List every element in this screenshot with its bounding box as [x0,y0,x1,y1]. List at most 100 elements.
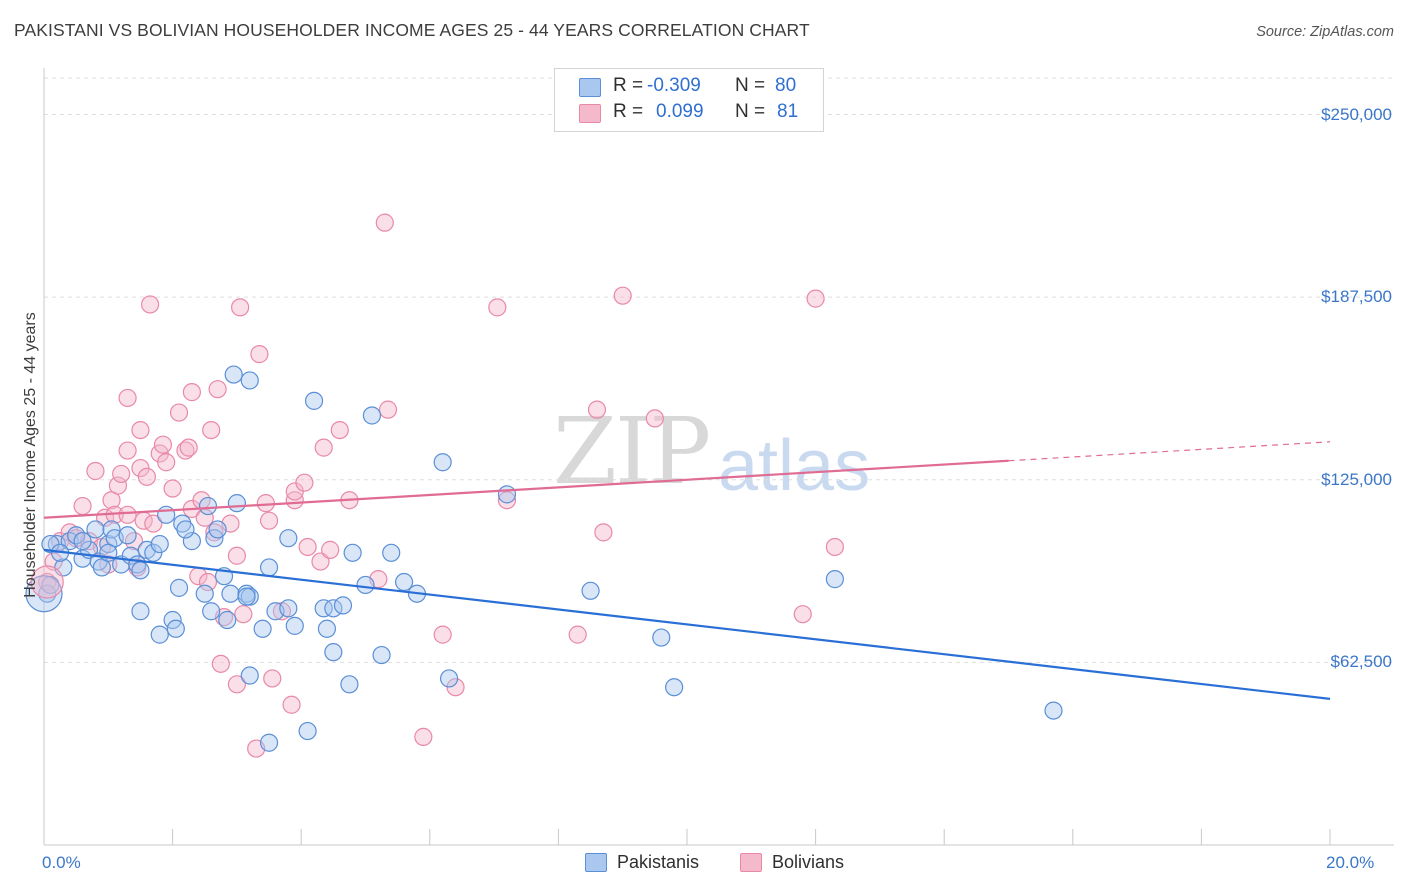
bolivian-point [568,625,587,644]
bolivian-swatch-icon [579,104,601,123]
pakistani-point [182,532,201,551]
pakistani-point [433,453,452,472]
legend-n-value: 81 [777,101,799,122]
pakistani-point [362,406,382,425]
pakistani-point [497,485,517,504]
bolivian-point [227,546,246,565]
bolivian-point [321,540,340,559]
bolivian-point [112,464,131,484]
bolivian-point [198,572,218,592]
gridlines [44,77,1394,663]
bolivian-legend-icon [740,853,762,872]
pakistani-points [25,365,1063,752]
bolivian-point [73,496,92,516]
legend-r-label: R = [613,75,644,96]
legend-n-value: 80 [775,75,797,96]
x-tick-min: 0.0% [42,853,81,872]
bolivian-point [311,552,330,571]
pakistani-point [253,619,272,638]
pakistani-point [195,584,214,603]
bolivian-point [179,438,198,457]
x-tick-max: 20.0% [1326,853,1375,872]
bolivian-point [298,537,317,557]
bolivian-point [330,420,349,440]
pakistani-point [304,391,324,410]
bolivian-point [205,523,224,542]
pakistani-point [343,543,362,562]
bolivian-point [140,295,160,314]
pakistani-point [298,721,317,741]
pakistani-point [285,616,304,635]
bolivian-point [118,388,137,408]
bolivian-point [825,537,844,557]
bolivian-point [108,476,128,495]
legend-r-value: 0.099 [656,101,704,122]
pakistani-point [333,596,353,615]
pakistani-point [317,619,337,638]
bolivian-point [176,441,195,460]
bolivian-point [131,420,150,440]
pakistani-point [652,628,671,647]
correlation-legend: R = -0.309 N = 80 R = 0.099 N = 81 [554,68,824,132]
bolivian-trend-extension [1008,441,1331,462]
trend-lines [43,441,1331,700]
bolivian-points [38,213,844,758]
bolivian-point [497,491,517,510]
pakistani-point [1044,701,1063,720]
pakistani-point [665,678,684,697]
legend-n-label: N = [735,75,766,96]
bolivian-point [118,505,137,524]
watermark-atlas: atlas [718,426,871,506]
bolivian-point [587,400,607,419]
bolivian-point [169,403,189,422]
y-tick-label: $125,000 [1321,469,1392,489]
pakistani-point [581,581,600,600]
bolivian-point [202,420,221,440]
axes [43,68,1394,846]
pakistani-point [439,669,459,688]
bolivian-cluster-point [30,565,64,599]
pakistani-point [324,643,343,662]
pakistani-point [221,584,240,603]
pakistani-point [150,534,169,554]
legend-n-label: N = [735,101,766,122]
pakistani-point [131,602,150,621]
legend-bolivians: Bolivians [772,852,845,872]
pakistani-point [131,561,150,580]
pakistani-point [157,505,176,524]
pakistani-point [176,520,195,539]
y-axis-label: Householder Income Ages 25 - 44 years [22,312,39,598]
legend-pakistanis: Pakistanis [617,852,700,872]
bolivian-point [378,400,398,419]
pakistani-point [198,496,218,516]
bolivian-point [295,473,314,492]
bolivian-point [234,605,253,624]
bolivian-point [163,479,182,498]
pakistani-point [240,371,259,390]
pakistani-point [237,587,256,606]
pakistani-point [372,645,391,665]
pakistani-point [825,570,844,589]
bolivian-trend-line [43,459,1009,519]
pakistani-point [208,520,227,539]
bolivian-point [645,409,664,428]
pakistani-trend-line [43,548,1331,700]
source-label: Source: ZipAtlas.com [1256,24,1394,40]
bolivian-point [314,438,333,457]
bolivian-point [144,514,163,533]
bolivian-point [433,625,452,644]
bolivian-point [250,345,269,364]
bolivian-point [182,383,201,402]
pakistani-point [173,514,192,533]
pakistani-point [382,543,401,562]
bolivian-point [259,511,279,530]
bolivian-point [263,669,282,688]
y-tick-label: $250,000 [1321,104,1392,124]
pakistani-swatch-icon [579,78,601,97]
bolivian-point [157,453,176,472]
bolivian-point [488,298,507,317]
bolivian-point [375,213,394,232]
pakistani-point [259,558,279,577]
pakistani-point [166,619,185,638]
